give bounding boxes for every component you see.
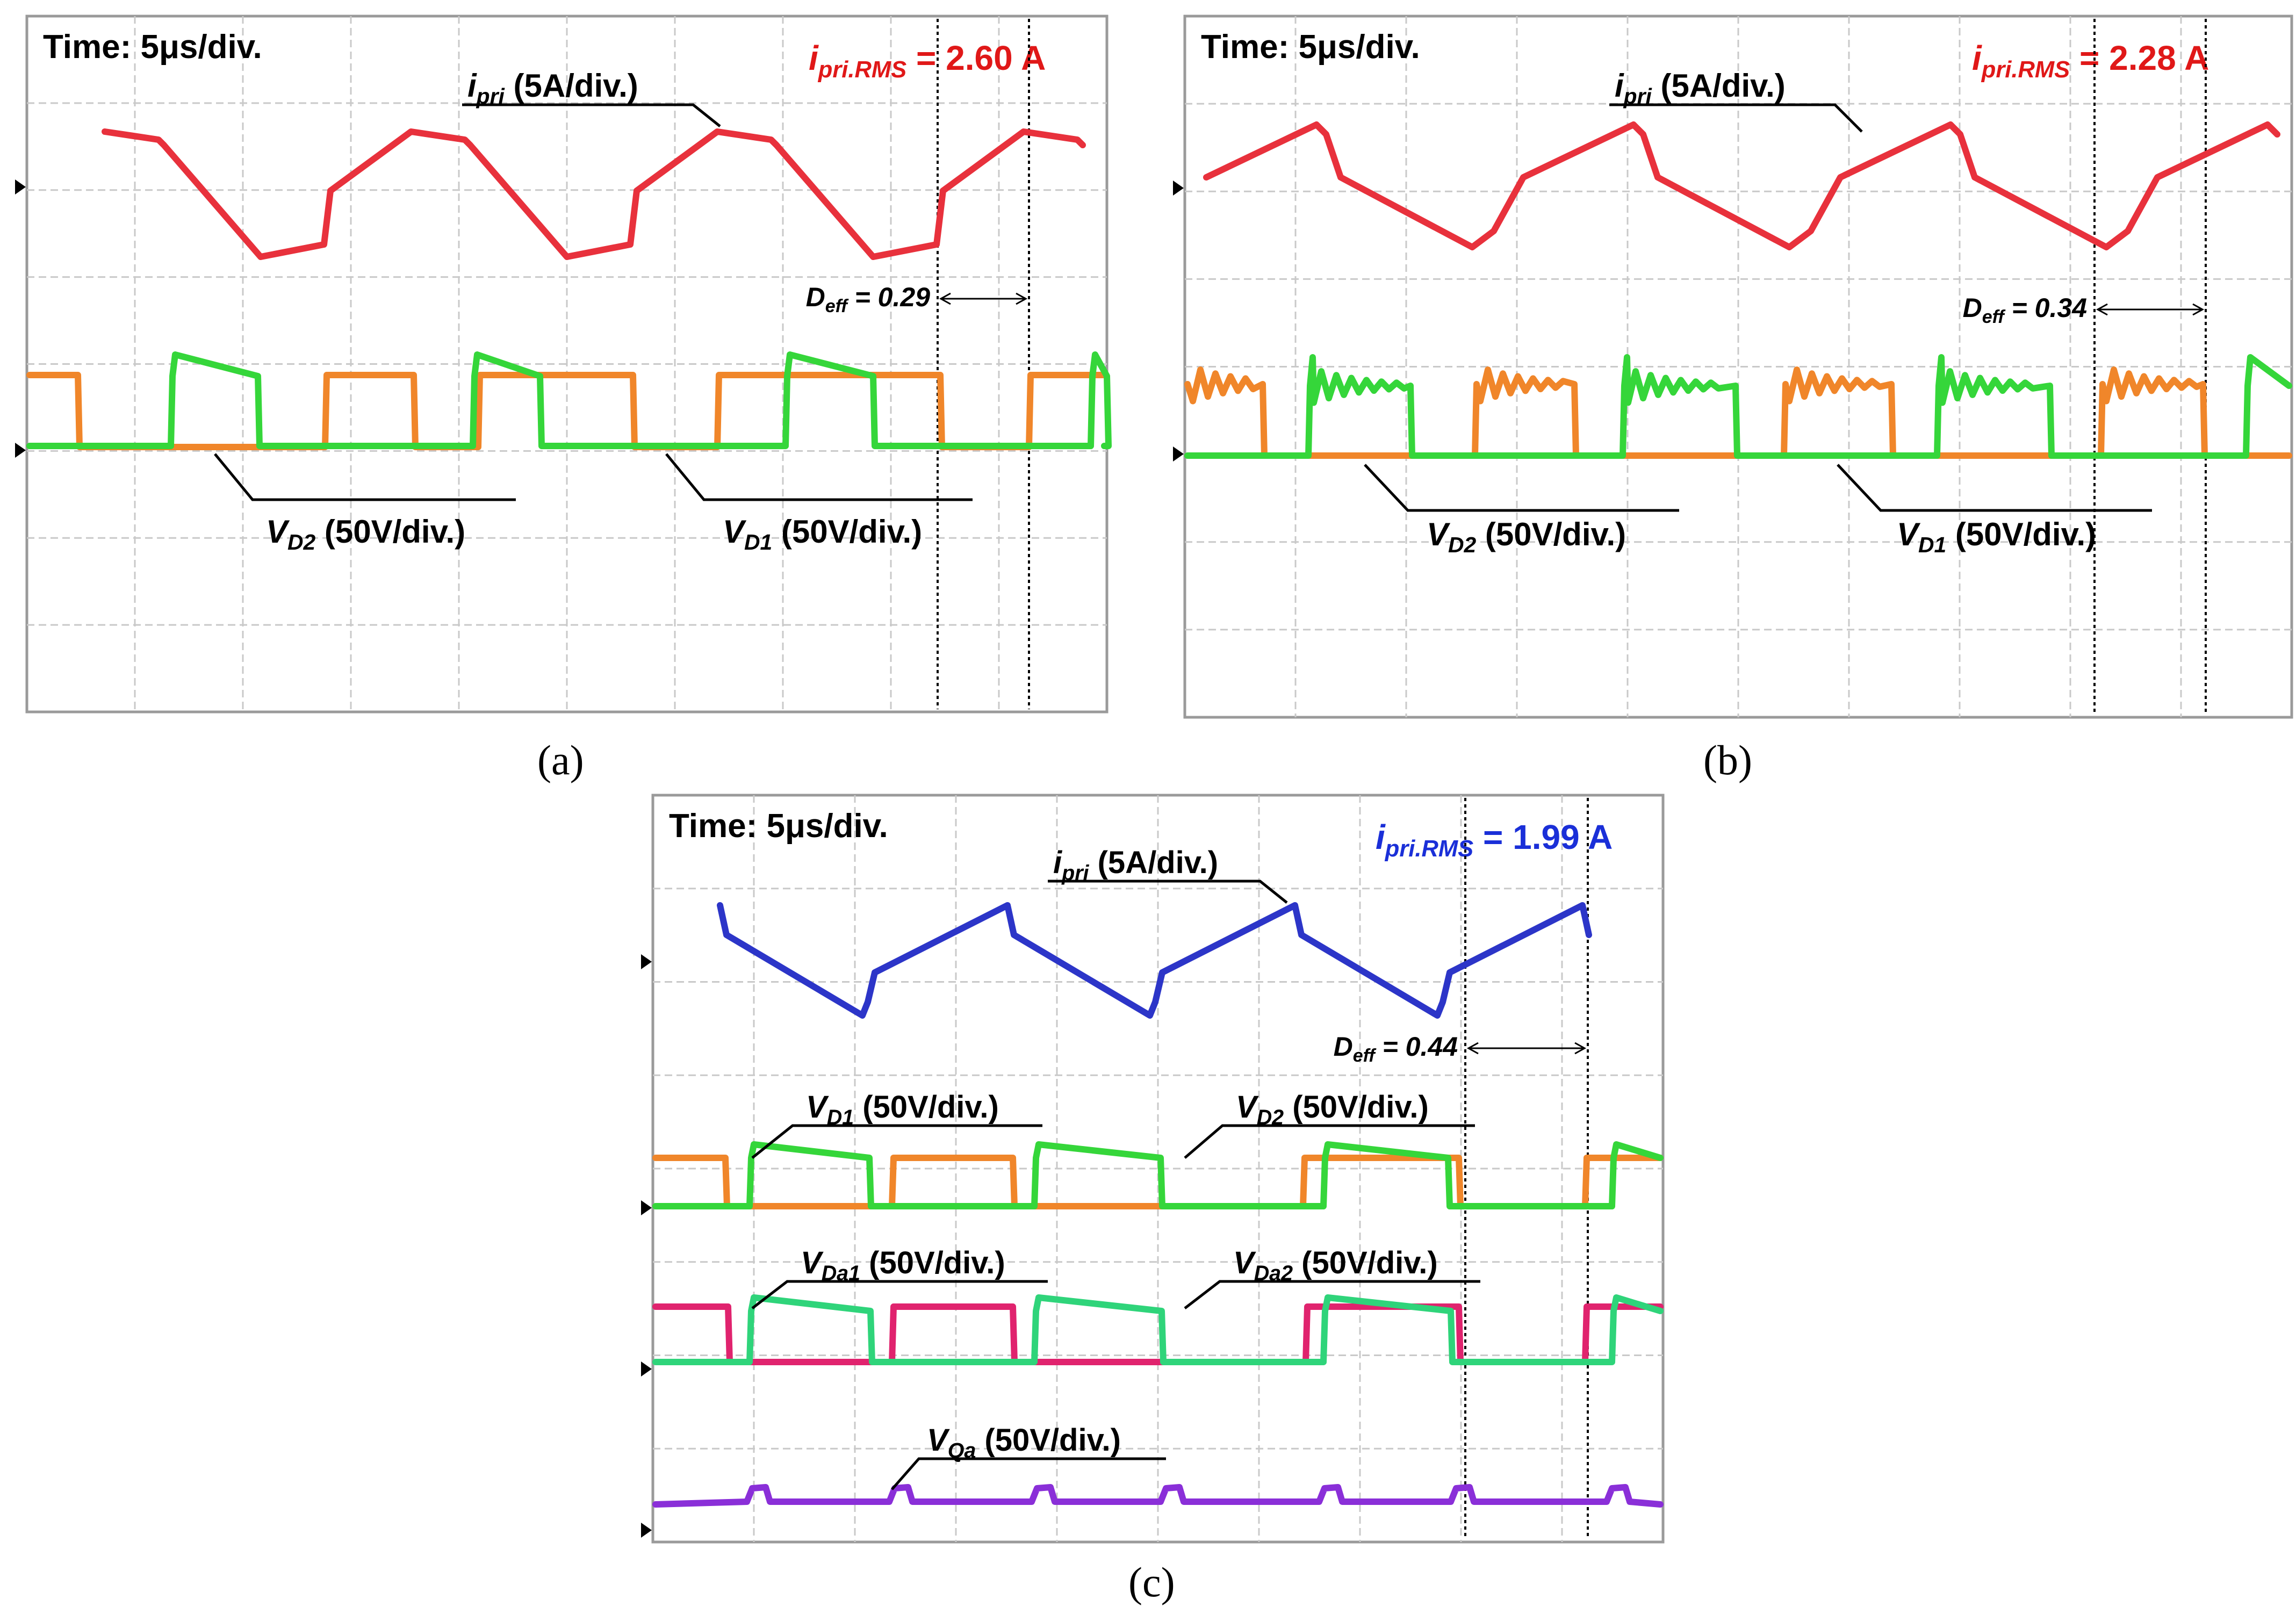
vd2-leader (1184, 1124, 1475, 1159)
vd1-label: VD1 (50V/div.) (806, 1090, 999, 1129)
vd2-label: VD2 (50V/div.) (1427, 516, 1626, 557)
ipri-trace (102, 128, 1086, 260)
panel-a: Time: 5μs/div. ipri.RMS = 2.60 A Deff = 0.… (15, 15, 1112, 714)
vqa-label: VQa (50V/div.) (927, 1423, 1121, 1462)
ipri-leader (1048, 880, 1288, 904)
caption-c: (c) (1128, 1559, 1175, 1605)
deff-label: Deff = 0.34 (1963, 293, 2087, 327)
vd2-label: VD2 (50V/div.) (1236, 1090, 1429, 1129)
ground-marker (1173, 181, 1184, 196)
rms-current-label: ipri.RMS = 1.99 A (1376, 818, 1613, 862)
caption-a: (a) (537, 737, 584, 783)
rms-current-label: ipri.RMS = 2.28 A (1972, 39, 2209, 83)
ground-marker (641, 1200, 652, 1215)
panel-b: Time: 5μs/div. ipri.RMS = 2.28 A Deff = 0.… (1173, 15, 2293, 719)
scope-grid (653, 795, 1663, 1542)
ground-marker (641, 1523, 652, 1538)
deff-arrowhead (1574, 1042, 1587, 1055)
deff-arrowhead (1466, 1042, 1479, 1055)
ipri-leader (1609, 103, 1863, 133)
vd1-leader (1837, 464, 2152, 512)
deff-arrowhead (2192, 303, 2205, 316)
time-scale-label: Time: 5μs/div. (43, 28, 262, 66)
ground-marker (641, 1361, 652, 1377)
panel-c: Time: 5μs/div. ipri.RMS = 1.99 A Deff = 0.… (641, 794, 1665, 1544)
vd1-label: VD1 (50V/div.) (723, 514, 922, 554)
caption-b: (b) (1703, 737, 1752, 783)
vd1-leader (751, 1124, 1042, 1159)
vd2-leader (214, 453, 516, 501)
ipri-label: ipri (5A/div.) (1615, 68, 1786, 109)
ground-marker (641, 954, 652, 969)
vd1-label: VD1 (50V/div.) (1897, 516, 2096, 557)
vd1-leader (665, 453, 973, 501)
vda2-leader (1184, 1280, 1480, 1309)
vda2-trace (652, 1294, 1664, 1365)
ipri-label: ipri (5A/div.) (467, 68, 638, 109)
deff-label: Deff = 0.44 (1334, 1032, 1458, 1066)
time-scale-label: Time: 5μs/div. (1201, 28, 1420, 66)
deff-arrowhead (939, 292, 951, 305)
rms-current-label: ipri.RMS = 2.60 A (809, 39, 1046, 83)
vd1-trace (1184, 354, 2292, 459)
deff-arrowhead (2096, 303, 2108, 316)
vd2-label: VD2 (50V/div.) (266, 514, 465, 554)
ipri-trace (717, 902, 1592, 1019)
deff-label: Deff = 0.29 (806, 282, 931, 316)
ipri-trace (1203, 121, 2280, 250)
ground-marker (1173, 446, 1184, 462)
vqa-trace (652, 1484, 1664, 1508)
vd2-trace (652, 1141, 1664, 1209)
vd2-leader (1364, 464, 1679, 512)
ground-marker (15, 443, 26, 458)
vda1-leader (751, 1280, 1048, 1309)
vd2-trace (1184, 366, 2292, 459)
ground-marker (15, 179, 26, 194)
vqa-leader (891, 1457, 1166, 1490)
vd1-trace (26, 351, 1112, 449)
time-scale-label: Time: 5μs/div. (669, 808, 888, 845)
deff-arrowhead (1016, 292, 1028, 305)
ipri-leader (462, 103, 721, 127)
